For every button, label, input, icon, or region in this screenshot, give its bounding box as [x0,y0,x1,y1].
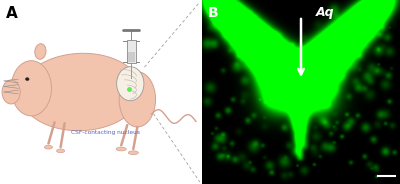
Text: CSF-contacting nucleus: CSF-contacting nucleus [70,130,140,135]
Ellipse shape [116,147,126,151]
Ellipse shape [2,80,20,104]
Text: B: B [208,6,218,20]
Ellipse shape [35,44,46,59]
Ellipse shape [44,145,52,149]
Ellipse shape [119,72,156,127]
FancyBboxPatch shape [127,40,136,63]
Ellipse shape [11,61,52,116]
Ellipse shape [117,67,144,101]
Text: A: A [6,6,18,21]
Ellipse shape [26,78,29,81]
FancyBboxPatch shape [128,52,135,62]
Ellipse shape [56,149,65,153]
Ellipse shape [128,151,138,155]
Text: Aq: Aq [316,6,334,19]
Ellipse shape [20,53,141,131]
